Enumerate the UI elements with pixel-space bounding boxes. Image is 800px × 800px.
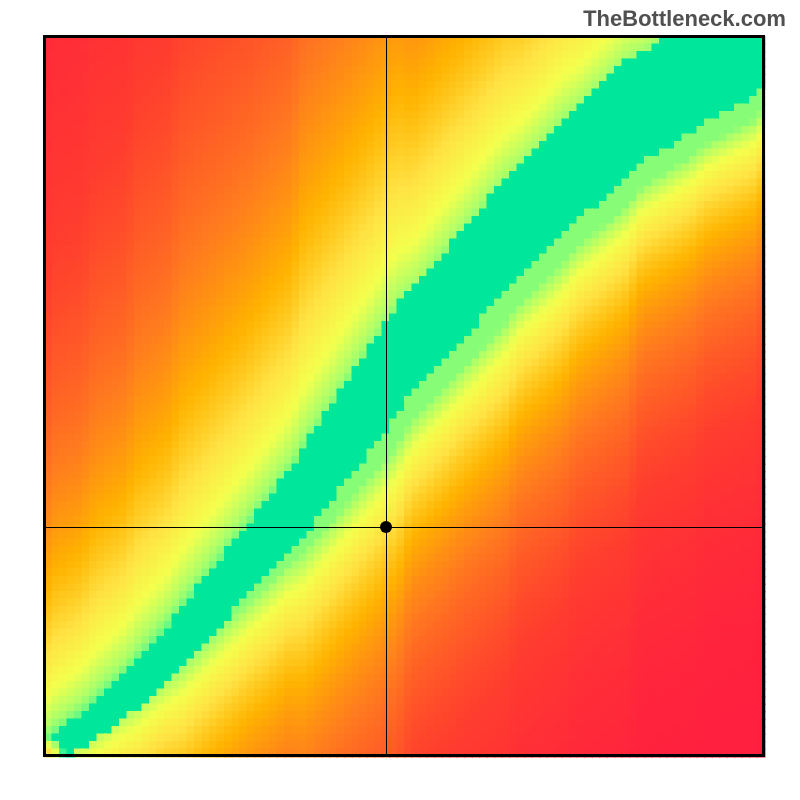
chart-container: TheBottleneck.com — [0, 0, 800, 800]
watermark-label: TheBottleneck.com — [583, 6, 786, 32]
bottleneck-heatmap-canvas — [0, 0, 800, 800]
